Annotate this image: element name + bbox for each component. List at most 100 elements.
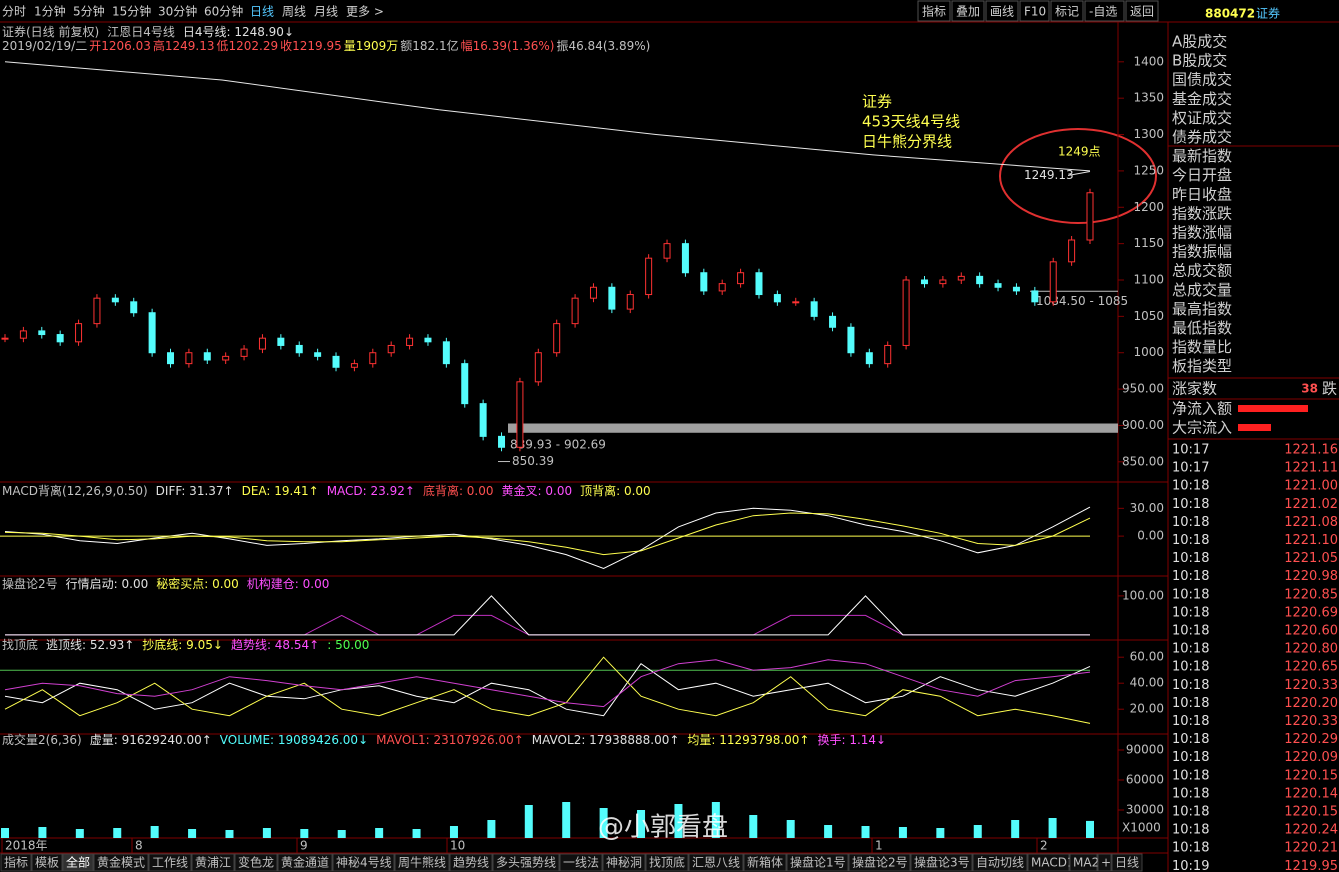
bottom-tab[interactable]: 指标 [4,855,28,870]
bottom-tab[interactable]: + [1101,856,1111,870]
tick-time: 10:18 [1172,497,1209,512]
toolbar-tab[interactable]: 60分钟 [204,4,243,19]
volume-bar [1011,820,1020,838]
toolbar-button[interactable]: 画线 [990,5,1014,19]
tab-frame [786,853,849,872]
candle [406,337,414,346]
tick-time: 10:18 [1172,624,1209,639]
tab-frame [394,853,450,872]
tab-frame [0,853,32,872]
candle [902,279,910,346]
volume-bar [38,827,47,838]
candle [553,323,561,354]
bottom-tab[interactable]: 一线法 [563,856,599,870]
bottom-tab[interactable]: 操盘论1号 [790,855,846,870]
quote-code: 880472 [1205,7,1255,21]
bottom-tab[interactable]: 操盘论2号 [852,855,908,870]
tab-frame [62,853,94,872]
candle [38,330,46,336]
header-item: MACD背离(12,26,9,0.50) [2,483,148,498]
bottom-tab[interactable]: 黄金模式 [97,855,145,870]
candle [314,352,322,357]
toolbar-button[interactable]: 叠加 [956,5,980,19]
bottom-tab[interactable]: MACD1 [1031,856,1075,870]
toolbar-button-frame [1050,0,1084,22]
toolbar-button[interactable]: F10 [1024,5,1046,19]
toolbar-tab[interactable]: 30分钟 [158,4,197,19]
bottom-tab[interactable]: 黄浦江 [195,856,231,870]
toolbar-tab[interactable]: 分时 [2,5,26,19]
header-item: 换手: 1.14↓ [817,733,886,747]
x-tick-label: 2 [1040,839,1048,853]
field-label: 总成交额 [1172,262,1232,280]
toolbar-tab[interactable]: 15分钟 [112,4,151,19]
toolbar-tab[interactable]: 1分钟 [34,4,66,19]
header-item: 逃顶线: 52.93↑ [46,638,134,652]
bottom-tab[interactable]: 日线 [1115,856,1139,870]
tick-time: 10:18 [1172,515,1209,530]
candle [645,257,653,296]
annotation: 日牛熊分界线 [862,133,952,151]
candle [884,344,892,365]
toolbar-button[interactable]: 标记 [1055,5,1079,19]
bottom-tab[interactable]: 周牛熊线 [398,855,446,870]
volume-bar [412,829,421,838]
header-item: 顶背离: 0.00 [580,483,651,498]
y-tick-label: 1300 [1133,127,1164,141]
x-tick-label: 1 [875,839,883,853]
toolbar-tab[interactable]: 日线 [250,5,274,19]
tab-frame [277,853,333,872]
bottom-tab[interactable]: 全部 [66,855,90,870]
toolbar-tab[interactable]: 5分钟 [73,4,105,19]
candle [1012,286,1020,292]
candle [350,363,358,368]
bottom-tab[interactable]: 自动切线 [976,856,1024,870]
toolbar-tab[interactable]: 月线 [314,5,338,19]
bottom-tab[interactable]: 黄金通道 [281,855,329,870]
bottom-tab[interactable]: 新箱体 [747,855,783,870]
flow-bar [1238,405,1308,412]
field-label: B股成交 [1172,52,1227,70]
tab-frame [972,853,1028,872]
bottom-tab[interactable]: 模板 [35,856,59,870]
volume-bar [861,826,870,838]
volume-bar [711,802,720,838]
header-item: DIFF: 31.37↑ [156,484,234,498]
volume-bar [674,804,683,838]
bottom-tab[interactable]: 趋势线 [453,856,489,870]
bottom-tab[interactable]: 汇恩八线 [692,856,740,870]
bottom-tab[interactable]: 多头强势线 [496,856,556,870]
tick-price: 1220.60 [1284,624,1338,639]
x-tick-label: 10 [450,839,465,853]
breadth-value: 38 [1301,382,1318,396]
y-tick-label: 950.00 [1122,382,1164,396]
toolbar-button[interactable]: -自选 [1089,5,1117,19]
toolbar-button[interactable]: 指标 [922,4,946,19]
high-note: 1249点 [1058,145,1101,159]
bottom-tab[interactable]: 神秘4号线 [336,856,392,870]
candle [681,243,689,274]
quote-item: 收1219.95 [280,39,342,53]
bottom-tab[interactable]: 工作线 [152,856,188,870]
bottom-tab[interactable]: 变色龙 [238,855,274,870]
flow-label: 净流入额 [1172,400,1232,418]
bottom-tab[interactable]: 找顶底 [649,855,685,870]
toolbar-tab[interactable]: 更多 > [346,5,384,19]
tab-frame [1097,853,1112,872]
header-item: 机构建仓: 0.00 [247,576,330,591]
bottom-tab[interactable]: MA2 [1073,856,1099,870]
indicator-line [4,656,1091,724]
toolbar-button[interactable]: 返回 [1130,5,1154,19]
bottom-tab[interactable]: 操盘论3号 [914,855,970,870]
candle [56,334,64,343]
header-item: 操盘论2号 [2,576,58,591]
quote-name: 证券 [1256,6,1280,21]
indicator-header: 找顶底 逃顶线: 52.93↑ 抄底线: 9.05↓ 趋势线: 48.54↑: 50.… [2,637,369,652]
toolbar-tab[interactable]: 周线 [282,5,306,19]
header-item: 抄底线: 9.05↓ [142,637,223,652]
candle [111,297,119,303]
volume-bar [225,830,234,838]
bottom-tab[interactable]: 神秘洞 [606,856,642,870]
header-item: 成交量2(6,36) [2,732,82,747]
indicator-line [4,659,1091,708]
